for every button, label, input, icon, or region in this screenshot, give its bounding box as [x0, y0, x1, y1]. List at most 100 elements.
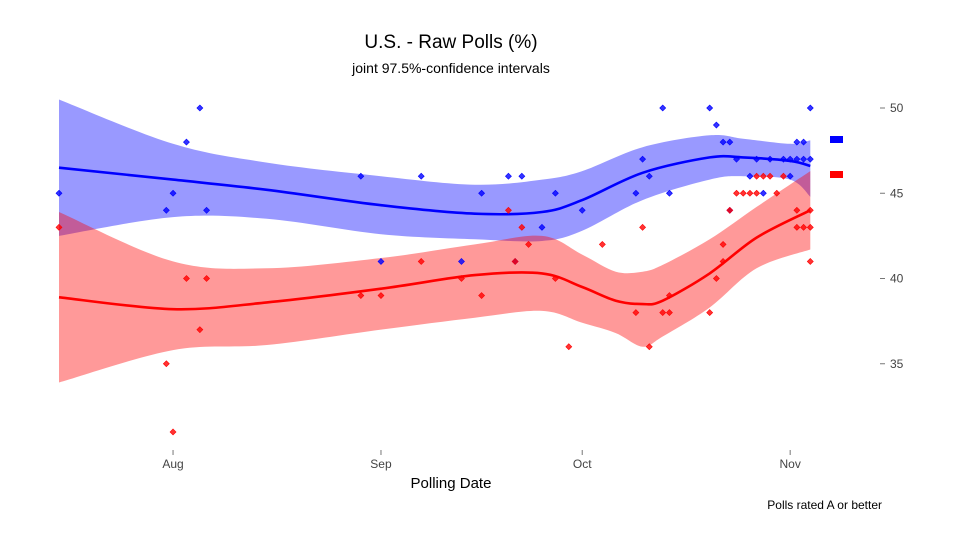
poll-point: [719, 258, 727, 265]
poll-point: [162, 206, 170, 214]
poll-point: [169, 189, 177, 197]
poll-point: [357, 172, 365, 180]
poll-point: [505, 172, 512, 180]
poll-point: [733, 155, 740, 163]
poll-point: [773, 189, 781, 197]
poll-point: [162, 360, 170, 368]
x-axis: Aug Sep Oct Nov: [162, 450, 801, 471]
poll-point: [632, 189, 640, 197]
poll-point: [538, 223, 546, 231]
poll-point: [169, 428, 177, 436]
x-tick-label: Aug: [162, 457, 183, 471]
plot-area: [55, 99, 814, 436]
poll-point: [806, 155, 814, 163]
poll-point: [759, 189, 767, 197]
poll-point: [417, 172, 425, 180]
x-axis-label: Polling Date: [411, 475, 492, 492]
poll-point: [639, 155, 647, 163]
poll-point: [726, 206, 734, 214]
legend-swatch-0: [830, 136, 843, 143]
poll-point: [55, 189, 63, 197]
poll-point: [706, 309, 714, 317]
poll-point: [719, 138, 727, 146]
poll-point: [780, 172, 787, 180]
poll-point: [645, 343, 653, 351]
poll-point: [518, 172, 526, 180]
poll-point: [739, 189, 747, 197]
poll-point: [639, 223, 647, 231]
poll-point: [196, 104, 204, 112]
poll-point: [706, 104, 714, 112]
poll-point: [478, 292, 486, 299]
poll-point: [183, 138, 190, 146]
chart-subtitle: joint 97.5%-confidence intervals: [351, 60, 550, 76]
poll-point: [551, 275, 559, 282]
poll-point: [551, 189, 559, 197]
poll-point: [196, 326, 204, 334]
poll-point: [793, 223, 801, 231]
y-axis: 35 40 45 50: [880, 101, 904, 371]
y-tick-label: 40: [890, 272, 904, 286]
poll-point: [666, 189, 673, 197]
poll-point: [753, 155, 761, 163]
poll-point: [712, 121, 720, 129]
poll-point: [786, 155, 794, 163]
poll-point: [458, 275, 465, 282]
poll-point: [759, 172, 767, 180]
poll-point: [793, 138, 801, 146]
poll-point: [525, 240, 532, 248]
poll-point: [746, 172, 754, 180]
poll-point: [806, 258, 814, 265]
poll-point: [712, 275, 720, 282]
poll-point: [800, 223, 808, 231]
poll-point: [733, 189, 740, 197]
poll-points: [55, 104, 814, 436]
poll-point: [806, 104, 814, 112]
poll-point: [746, 189, 754, 197]
poll-point: [726, 138, 734, 146]
poll-point: [666, 292, 673, 299]
trend-line-1: [58, 209, 811, 311]
poll-point: [793, 206, 801, 214]
poll-point: [357, 292, 365, 299]
poll-point: [800, 155, 808, 163]
poll-point: [203, 275, 210, 282]
poll-point: [766, 155, 774, 163]
poll-point: [518, 223, 526, 231]
chart-title: U.S. - Raw Polls (%): [364, 32, 537, 53]
poll-point: [800, 138, 808, 146]
legend-swatch-1: [830, 171, 843, 178]
poll-point: [659, 309, 667, 317]
poll-point: [793, 155, 801, 163]
poll-point: [511, 258, 519, 265]
poll-point: [377, 292, 385, 299]
poll-point: [578, 206, 586, 214]
poll-point: [719, 240, 727, 248]
poll-point: [598, 240, 606, 248]
poll-point: [55, 223, 63, 231]
x-tick-label: Oct: [573, 457, 592, 471]
poll-point: [659, 104, 667, 112]
legend: [830, 136, 843, 178]
poll-point: [806, 206, 814, 214]
poll-point: [645, 172, 653, 180]
poll-point: [203, 206, 210, 214]
confidence-bands: [59, 99, 811, 383]
confidence-band-0: [59, 99, 811, 242]
poll-point: [183, 275, 190, 282]
trend-lines: [58, 154, 811, 311]
poll-point: [458, 258, 465, 265]
poll-point: [806, 223, 814, 231]
poll-point: [478, 189, 486, 197]
poll-point: [666, 309, 673, 317]
poll-point: [753, 172, 761, 180]
trend-line-0: [58, 154, 811, 216]
y-tick-label: 35: [890, 357, 904, 371]
poll-point: [565, 343, 573, 351]
y-tick-label: 45: [890, 186, 904, 200]
poll-point: [766, 172, 774, 180]
x-tick-label: Sep: [370, 457, 392, 471]
poll-point: [632, 309, 640, 317]
poll-point: [505, 206, 512, 214]
